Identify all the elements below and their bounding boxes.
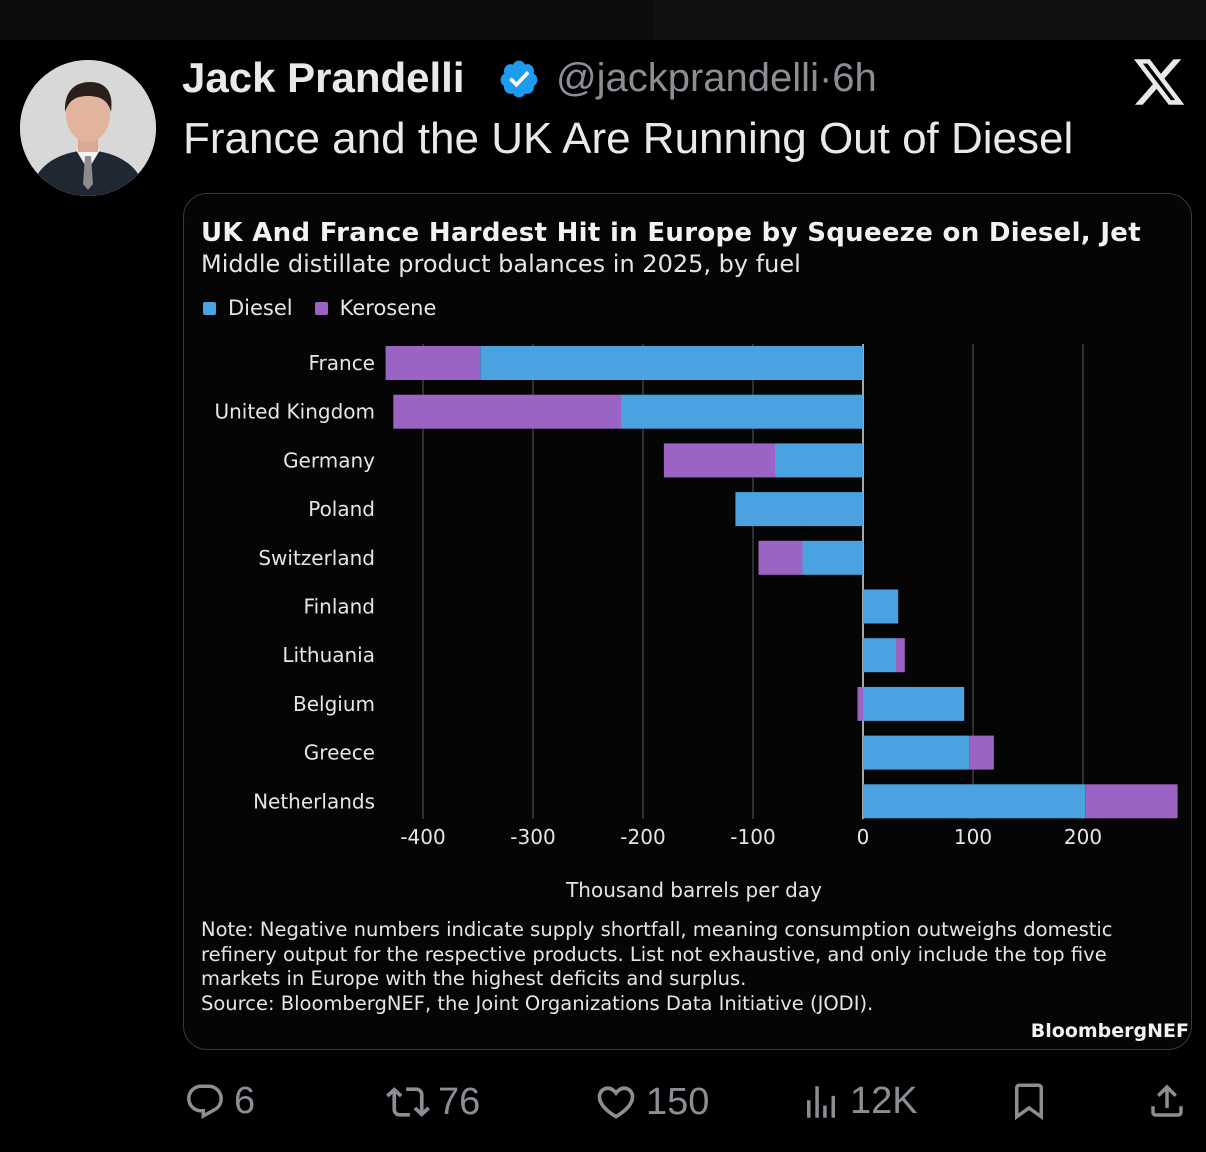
bar-chart: -400 -300 -200 -100 0 100 200 France United King… bbox=[214, 344, 1178, 849]
bookmark-button[interactable] bbox=[1008, 1080, 1050, 1122]
bar-diesel bbox=[775, 443, 863, 478]
views-count: 12K bbox=[850, 1080, 918, 1122]
x-axis-label: Thousand barrels per day bbox=[566, 878, 822, 902]
author-handle[interactable]: @jackprandelli bbox=[556, 56, 819, 100]
tweet-text: France and the UK Are Running Out of Die… bbox=[183, 114, 1074, 163]
bar-kerosene bbox=[758, 540, 803, 575]
chart-legend: Diesel Kerosene bbox=[203, 296, 458, 320]
heart-icon bbox=[597, 1086, 635, 1119]
category-label: Lithuania bbox=[282, 643, 375, 667]
reply-icon bbox=[187, 1084, 223, 1119]
note-text: Note: Negative numbers indicate supply s… bbox=[201, 918, 1113, 990]
bar-diesel bbox=[802, 540, 863, 575]
reply-button[interactable]: 6 bbox=[184, 1080, 255, 1123]
views-icon bbox=[807, 1085, 835, 1118]
separator: · bbox=[818, 56, 833, 100]
bar-kerosene bbox=[385, 346, 481, 380]
category-label: United Kingdom bbox=[214, 400, 375, 424]
chart-image-card[interactable]: UK And France Hardest Hit in Europe by S… bbox=[183, 193, 1192, 1050]
bar-diesel bbox=[863, 589, 899, 624]
author-handle-line[interactable]: @jackprandelli·6h bbox=[556, 56, 877, 101]
bar-diesel bbox=[863, 686, 965, 721]
bookmark-icon bbox=[1015, 1083, 1043, 1121]
repost-count: 76 bbox=[438, 1080, 481, 1123]
bar-kerosene bbox=[857, 686, 863, 721]
author-name[interactable]: Jack Prandelli bbox=[182, 54, 465, 101]
chart-title: UK And France Hardest Hit in Europe by S… bbox=[201, 218, 1141, 248]
x-tick-label: -300 bbox=[510, 825, 555, 849]
category-label: Belgium bbox=[293, 692, 375, 716]
legend-label-kerosene: Kerosene bbox=[339, 296, 437, 320]
chart-note: Note: Negative numbers indicate supply s… bbox=[201, 918, 1181, 1016]
verified-badge-icon bbox=[500, 60, 538, 98]
source-text: Source: BloombergNEF, the Joint Organiza… bbox=[201, 991, 874, 1015]
share-icon bbox=[1151, 1084, 1183, 1117]
bar-diesel bbox=[480, 346, 863, 380]
category-label: Finland bbox=[304, 595, 375, 619]
views-button[interactable]: 12K bbox=[800, 1080, 918, 1123]
category-label: Greece bbox=[304, 741, 375, 765]
bar-diesel bbox=[863, 638, 896, 673]
category-label: Switzerland bbox=[258, 546, 375, 570]
like-button[interactable]: 150 bbox=[594, 1080, 709, 1124]
bar-kerosene bbox=[1085, 784, 1178, 819]
reply-count: 6 bbox=[234, 1080, 256, 1122]
repost-icon bbox=[386, 1087, 430, 1117]
repost-button[interactable]: 76 bbox=[386, 1080, 480, 1124]
legend-item-kerosene: Kerosene bbox=[314, 296, 437, 320]
legend-label-diesel: Diesel bbox=[228, 296, 293, 320]
x-tick-label: 200 bbox=[1064, 825, 1102, 849]
x-logo-icon[interactable] bbox=[1130, 54, 1188, 110]
bar-diesel bbox=[863, 735, 970, 770]
x-tick-label: 0 bbox=[857, 825, 870, 849]
bar-kerosene bbox=[663, 443, 775, 478]
x-tick-label: -200 bbox=[620, 825, 665, 849]
category-label: Germany bbox=[283, 448, 375, 472]
bar-diesel bbox=[735, 492, 863, 527]
bar-diesel bbox=[621, 394, 863, 429]
tweet-actions: 6 76 150 12K bbox=[0, 1080, 1206, 1132]
category-label: Poland bbox=[308, 497, 375, 521]
like-count: 150 bbox=[646, 1080, 710, 1123]
top-bar bbox=[0, 0, 1206, 40]
legend-swatch-diesel bbox=[203, 301, 216, 315]
tweet-time[interactable]: 6h bbox=[832, 56, 877, 100]
x-tick-label: 100 bbox=[954, 825, 992, 849]
bar-kerosene bbox=[969, 735, 994, 770]
category-label: Netherlands bbox=[253, 789, 375, 813]
bar-diesel bbox=[863, 784, 1086, 819]
legend-item-diesel: Diesel bbox=[203, 296, 293, 320]
bar-kerosene bbox=[896, 638, 905, 673]
category-label: France bbox=[308, 351, 375, 375]
brand-logo: BloombergNEF bbox=[1030, 1020, 1189, 1042]
bar-kerosene bbox=[393, 394, 621, 429]
legend-swatch-kerosene bbox=[314, 301, 328, 315]
avatar[interactable] bbox=[20, 60, 156, 196]
share-button[interactable] bbox=[1146, 1080, 1188, 1122]
chart-subtitle: Middle distillate product balances in 20… bbox=[201, 250, 801, 278]
x-tick-label: -100 bbox=[730, 825, 775, 849]
x-tick-label: -400 bbox=[400, 825, 445, 849]
